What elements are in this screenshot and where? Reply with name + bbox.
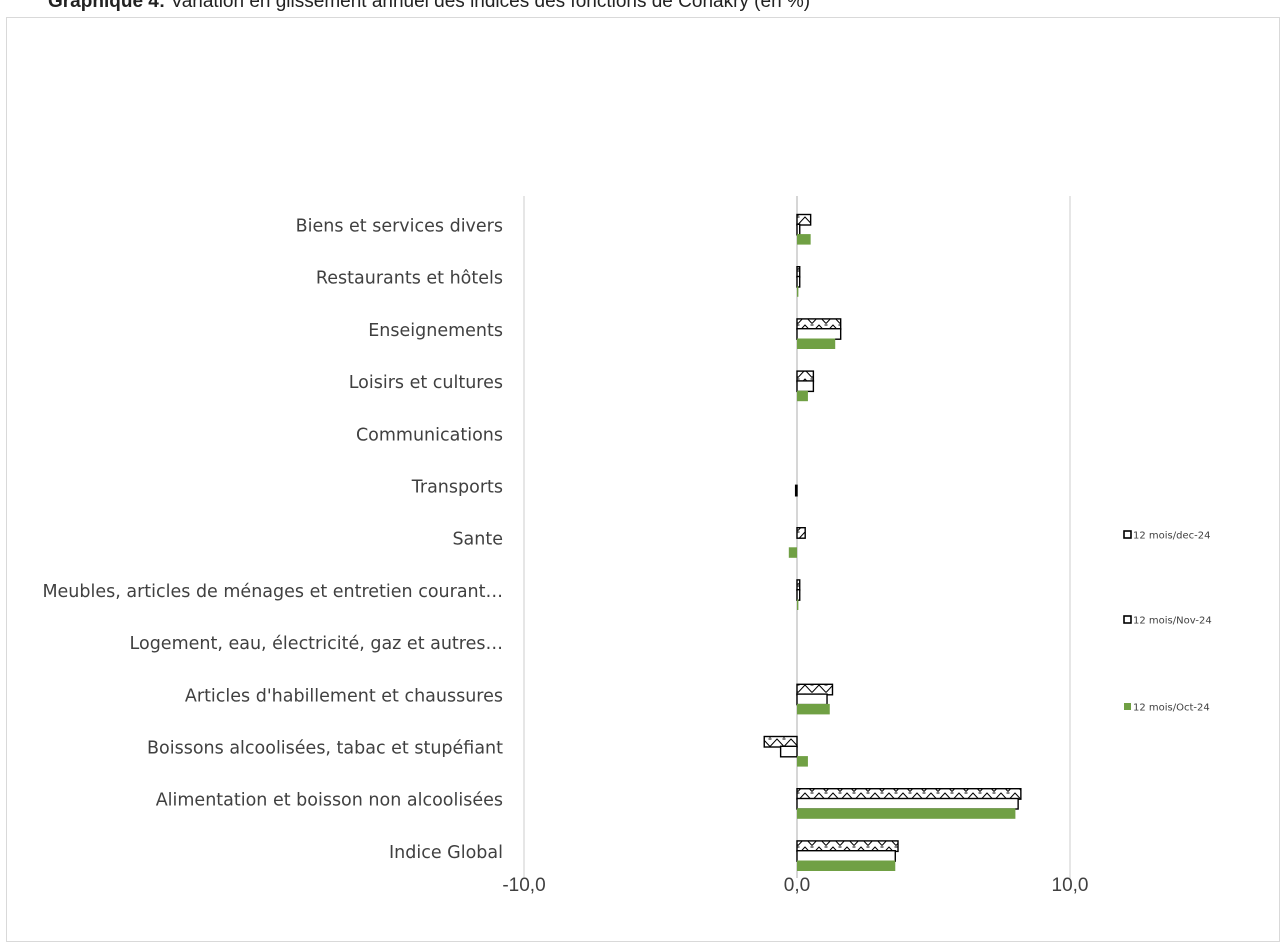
bar-12-mois-oct-24-loisirs-et-cultures [797,390,808,402]
x-tick-label: -10,0 [502,875,545,896]
category-label-biens-et-services-divers: Biens et services divers [296,217,503,237]
bar-12-mois-nov-24-boissons-alcoolisees-tabac-et-stupefiant [779,745,798,758]
bar-12-mois-nov-24-transports [794,484,798,497]
bar-12-mois-dec-24-meubles-articles-de-menages-et-entretien-courant [796,579,801,592]
category-label-restaurants-et-hotels: Restaurants et hôtels [316,269,503,289]
bar-12-mois-oct-24-sante [788,547,797,558]
category-label-loisirs-et-cultures: Loisirs et cultures [349,373,503,393]
legend-swatch-12-mois-nov-24 [1123,615,1132,624]
legend-label-12-mois-oct-24: 12 mois/Oct-24 [1133,703,1210,714]
bar-12-mois-oct-24-alimentation-et-boisson-non-alcoolisees [797,808,1016,819]
bar-12-mois-dec-24-sante [796,527,806,539]
bar-12-mois-oct-24-boissons-alcoolisees-tabac-et-stupefiant [797,756,808,767]
bar-12-mois-dec-24-restaurants-et-hotels [796,266,801,278]
bar-12-mois-nov-24-alimentation-et-boisson-non-alcoolisees [796,797,1019,810]
x-tick-labels: -10,0 0,0 10,0 [502,875,1088,896]
x-tick-label: 10,0 [1052,875,1089,896]
bar-12-mois-nov-24-meubles-articles-de-menages-et-entretien-courant [796,589,801,601]
category-label-meubles-articles-de-menages-et-entretien-courant: Meubles, articles de ménages et entretie… [42,582,503,602]
bar-12-mois-dec-24-boissons-alcoolisees-tabac-et-stupefiant [763,735,798,748]
bar-12-mois-dec-24-enseignements [796,318,842,331]
bar-12-mois-dec-24-loisirs-et-cultures [796,370,815,383]
bars [763,213,1022,871]
legend: 12 mois/dec-24 12 mois/Nov-24 12 mois/Oct-… [1123,530,1212,714]
category-labels: Indice Global Alimentation et boisson non… [42,217,503,863]
x-tick-label: 0,0 [784,875,810,896]
bar-12-mois-oct-24-restaurants-et-hotels [797,286,799,297]
category-label-communications: Communications [356,425,503,445]
bar-12-mois-oct-24-biens-et-services-divers [797,234,811,245]
bar-12-mois-nov-24-loisirs-et-cultures [796,380,815,393]
category-label-articles-d-habillement-et-chaussures: Articles d'habillement et chaussures [185,686,503,706]
legend-label-12-mois-nov-24: 12 mois/Nov-24 [1133,616,1212,627]
bar-12-mois-dec-24-biens-et-services-divers [796,213,812,226]
category-label-boissons-alcoolisees-tabac-et-stupefiant: Boissons alcoolisées, tabac et stupéfian… [147,739,503,759]
bar-12-mois-nov-24-indice-global [796,850,896,862]
bar-12-mois-oct-24-enseignements [797,338,836,349]
legend-label-12-mois-dec-24: 12 mois/dec-24 [1133,531,1210,542]
category-label-transports: Transports [411,478,503,498]
category-label-indice-global: Indice Global [389,843,503,863]
legend-swatch-12-mois-dec-24 [1123,530,1132,539]
page-title-bold: Graphique 4: [48,0,166,12]
bar-12-mois-oct-24-meubles-articles-de-menages-et-entretien-courant [797,599,799,610]
bar-12-mois-dec-24-alimentation-et-boisson-non-alcoolisees [796,788,1022,800]
bar-12-mois-nov-24-articles-d-habillement-et-chaussures [796,693,828,706]
category-label-logement-eau-electricite-gaz-et-autres: Logement, eau, électricité, gaz et autre… [130,634,503,654]
bar-12-mois-dec-24-indice-global [796,840,899,853]
category-label-alimentation-et-boisson-non-alcoolisees: Alimentation et boisson non alcoolisées [156,791,503,811]
bar-12-mois-nov-24-enseignements [796,328,842,340]
category-label-enseignements: Enseignements [368,321,503,341]
page-title: Graphique 4: Variation en glissement ann… [48,0,810,13]
bar-12-mois-nov-24-biens-et-services-divers [796,223,801,236]
legend-swatch-12-mois-oct-24 [1124,703,1131,710]
bar-12-mois-oct-24-indice-global [797,860,896,871]
bar-12-mois-dec-24-articles-d-habillement-et-chaussures [796,683,834,696]
category-label-sante: Sante [452,530,503,550]
bar-12-mois-oct-24-articles-d-habillement-et-chaussures [797,703,830,715]
page-title-text: Variation en glissement annuel des indic… [165,0,811,12]
bar-12-mois-nov-24-restaurants-et-hotels [796,275,801,288]
